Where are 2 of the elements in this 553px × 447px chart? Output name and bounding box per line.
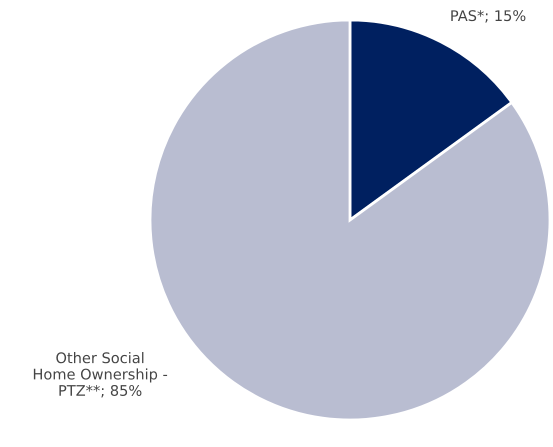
slice-label: Other Social Home Ownership - PTZ**; 85%	[34, 352, 168, 398]
slice-label: PAS*; 15%	[451, 10, 526, 23]
